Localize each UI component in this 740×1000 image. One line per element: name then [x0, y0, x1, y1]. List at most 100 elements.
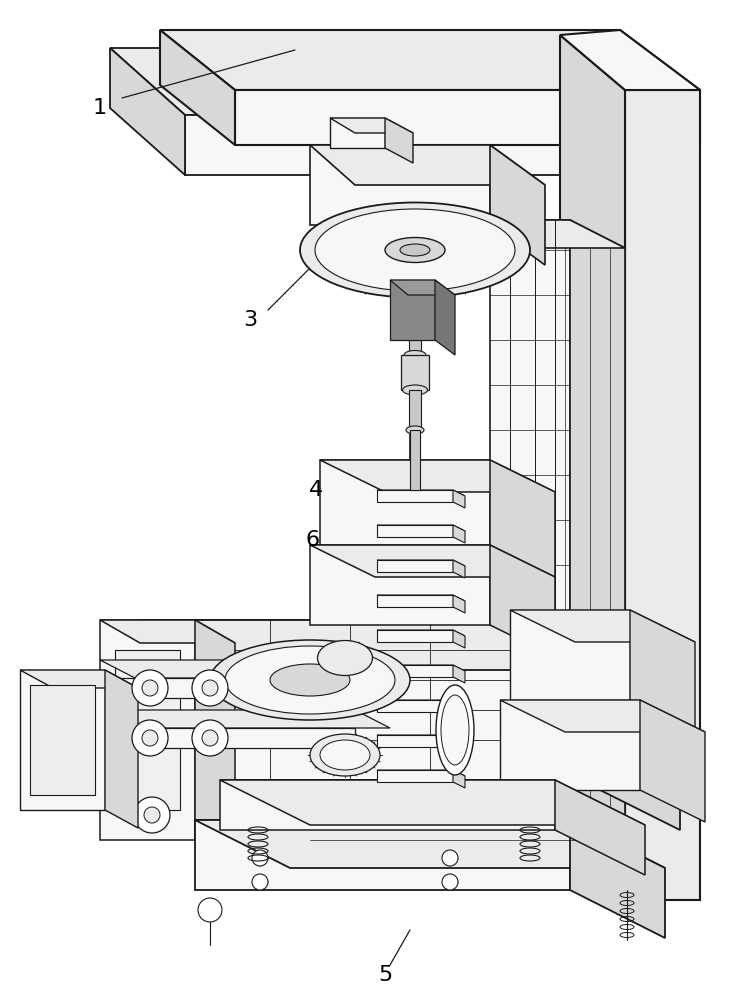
Polygon shape	[580, 620, 680, 830]
Text: 5: 5	[378, 965, 392, 985]
Polygon shape	[377, 595, 465, 601]
Polygon shape	[377, 700, 453, 712]
Polygon shape	[510, 610, 630, 700]
Polygon shape	[390, 280, 455, 295]
Polygon shape	[630, 610, 695, 732]
Ellipse shape	[400, 284, 430, 296]
Polygon shape	[377, 560, 453, 572]
Polygon shape	[195, 820, 570, 890]
Polygon shape	[377, 490, 465, 496]
Circle shape	[132, 670, 168, 706]
Polygon shape	[160, 30, 235, 145]
Polygon shape	[453, 560, 465, 578]
Polygon shape	[453, 630, 465, 648]
Ellipse shape	[320, 740, 370, 770]
Circle shape	[202, 730, 218, 746]
Circle shape	[252, 874, 268, 890]
Polygon shape	[100, 660, 390, 678]
Circle shape	[192, 720, 228, 756]
Circle shape	[192, 670, 228, 706]
Ellipse shape	[210, 640, 410, 720]
Circle shape	[134, 797, 170, 833]
Polygon shape	[490, 145, 545, 265]
Polygon shape	[310, 145, 545, 185]
Ellipse shape	[406, 426, 424, 434]
Polygon shape	[377, 770, 453, 782]
Circle shape	[144, 807, 160, 823]
Polygon shape	[435, 280, 455, 355]
Ellipse shape	[270, 664, 350, 696]
Ellipse shape	[400, 244, 430, 256]
Circle shape	[142, 730, 158, 746]
Polygon shape	[140, 620, 680, 670]
Polygon shape	[640, 700, 705, 822]
Polygon shape	[510, 610, 695, 642]
Polygon shape	[453, 490, 465, 508]
Polygon shape	[100, 620, 195, 840]
Polygon shape	[377, 560, 465, 566]
Polygon shape	[490, 220, 570, 790]
Polygon shape	[320, 460, 555, 492]
Ellipse shape	[441, 695, 469, 765]
Polygon shape	[377, 665, 453, 677]
Polygon shape	[195, 620, 235, 863]
Polygon shape	[453, 700, 465, 718]
Polygon shape	[235, 90, 700, 145]
Polygon shape	[355, 678, 390, 698]
Circle shape	[252, 850, 268, 866]
Polygon shape	[377, 735, 465, 741]
Polygon shape	[140, 620, 580, 780]
Circle shape	[202, 680, 218, 696]
Polygon shape	[377, 770, 465, 776]
Polygon shape	[500, 700, 705, 732]
Polygon shape	[30, 685, 95, 795]
Polygon shape	[570, 220, 625, 818]
Polygon shape	[377, 595, 453, 607]
Polygon shape	[405, 290, 425, 320]
Text: 3: 3	[243, 310, 257, 330]
Circle shape	[442, 874, 458, 890]
Polygon shape	[100, 710, 390, 728]
Ellipse shape	[300, 202, 530, 298]
Ellipse shape	[317, 641, 372, 676]
Text: 6: 6	[306, 530, 320, 550]
Polygon shape	[401, 355, 429, 390]
Polygon shape	[110, 48, 680, 115]
Polygon shape	[377, 630, 465, 636]
Polygon shape	[377, 490, 453, 502]
Polygon shape	[377, 525, 453, 537]
Circle shape	[442, 850, 458, 866]
Text: 4: 4	[309, 480, 323, 500]
Polygon shape	[453, 770, 465, 788]
Polygon shape	[330, 118, 385, 148]
Polygon shape	[220, 780, 645, 825]
Polygon shape	[110, 48, 185, 175]
Polygon shape	[20, 670, 105, 810]
Polygon shape	[390, 280, 435, 340]
Polygon shape	[490, 460, 555, 582]
Polygon shape	[310, 145, 490, 225]
Circle shape	[132, 720, 168, 756]
Ellipse shape	[400, 314, 430, 326]
Polygon shape	[409, 390, 421, 430]
Polygon shape	[453, 665, 465, 683]
Polygon shape	[100, 678, 355, 698]
Polygon shape	[555, 780, 645, 875]
Ellipse shape	[310, 734, 380, 776]
Polygon shape	[385, 118, 413, 163]
Polygon shape	[160, 30, 700, 90]
Polygon shape	[625, 90, 700, 900]
Polygon shape	[100, 728, 355, 748]
Polygon shape	[377, 525, 465, 531]
Ellipse shape	[403, 385, 428, 395]
Polygon shape	[377, 665, 465, 671]
Ellipse shape	[225, 646, 395, 714]
Polygon shape	[570, 820, 665, 938]
Polygon shape	[377, 700, 465, 706]
Polygon shape	[195, 820, 665, 868]
Polygon shape	[410, 430, 420, 490]
Polygon shape	[377, 630, 453, 642]
Polygon shape	[453, 525, 465, 543]
Polygon shape	[500, 700, 640, 790]
Polygon shape	[310, 545, 555, 577]
